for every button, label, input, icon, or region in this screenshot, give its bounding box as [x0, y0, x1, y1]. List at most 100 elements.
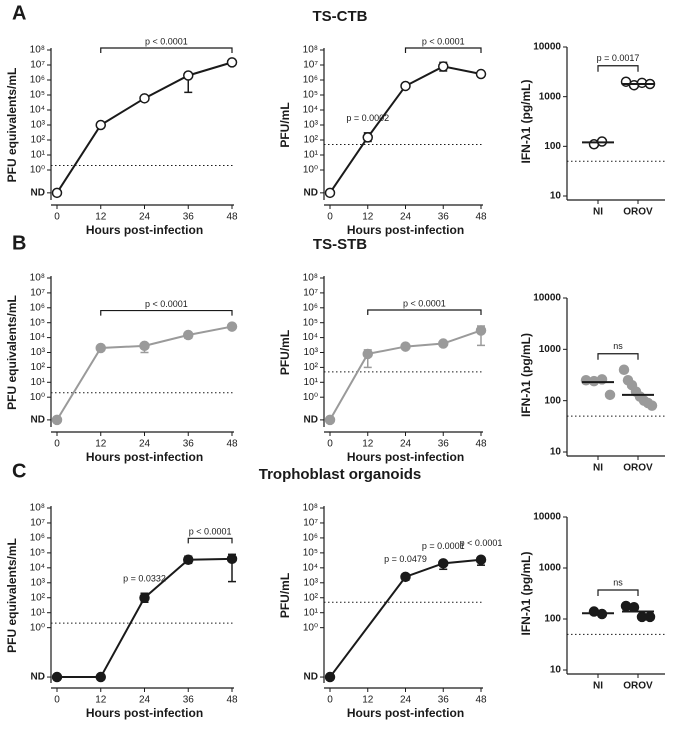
y-tick-label: 10⁶: [303, 302, 318, 313]
y-tick-label: 10⁰: [303, 622, 318, 633]
data-point: [475, 325, 487, 336]
bracket: [367, 309, 482, 316]
data-point: [644, 611, 656, 623]
y-tick-label: 10⁸: [30, 273, 45, 284]
x-tick-label: OROV: [623, 463, 653, 474]
data-point: [628, 601, 640, 613]
x-tick-label: OROV: [623, 681, 653, 692]
x-tick-label: 12: [362, 439, 374, 450]
panel-title: TS-STB: [313, 236, 367, 253]
series-line: [56, 61, 233, 194]
data-point: [604, 389, 616, 401]
data-point: [139, 592, 150, 604]
y-axis-label: PFU equivalents/mL: [5, 538, 19, 653]
data-point: [95, 671, 106, 683]
p-value: p < 0.0001: [422, 36, 465, 46]
data-point: [324, 671, 336, 683]
y-tick-label: 10⁰: [30, 392, 45, 403]
y-tick-label: 10⁵: [30, 317, 45, 328]
data-point: [475, 68, 487, 80]
y-tick-label: 10²: [304, 135, 319, 146]
y-tick-label: 10⁶: [30, 302, 45, 313]
y-tick-label: 10¹: [304, 607, 319, 618]
x-tick-label: 48: [475, 695, 487, 706]
p-value: ns: [613, 577, 623, 587]
y-tick-label: ND: [304, 672, 318, 683]
y-tick-label: 10¹: [304, 377, 319, 388]
x-axis-label: Hours post-infection: [86, 223, 203, 237]
data-point: [95, 119, 106, 131]
data-point: [226, 57, 238, 68]
y-tick-label: 10⁶: [30, 533, 45, 544]
y-axis-label: IFN-λ1 (pg/mL): [519, 552, 533, 636]
series-line: [56, 325, 233, 421]
y-tick-label: 10000: [533, 293, 561, 304]
p-value: p < 0.0001: [189, 527, 232, 537]
panel-title: Trophoblast organoids: [259, 466, 422, 483]
x-tick-label: 0: [327, 695, 333, 706]
y-tick-label: 10³: [304, 577, 319, 588]
p-value: p < 0.0001: [403, 298, 446, 308]
x-tick-label: 48: [475, 212, 487, 223]
y-tick-label: 10⁸: [30, 503, 45, 514]
bracket: [100, 47, 233, 53]
data-point: [95, 342, 106, 354]
x-tick-label: 24: [400, 695, 412, 706]
data-point: [400, 80, 411, 92]
x-tick-label: NI: [593, 207, 603, 218]
data-point: [226, 321, 238, 332]
p-value: p < 0.0001: [145, 36, 188, 46]
data-point: [400, 571, 411, 583]
y-tick-label: 1000: [539, 91, 562, 102]
y-tick-label: ND: [31, 187, 45, 198]
y-tick-label: 1000: [539, 563, 562, 574]
y-tick-label: 10⁴: [303, 105, 318, 116]
data-point: [324, 414, 336, 426]
x-tick-label: 36: [438, 212, 450, 223]
y-tick-label: ND: [31, 415, 45, 426]
y-tick-label: 10⁵: [303, 548, 318, 559]
y-tick-label: 10⁰: [30, 622, 45, 633]
data-point: [324, 187, 336, 199]
y-tick-label: 10⁸: [303, 45, 318, 56]
y-axis-label: PFU/mL: [278, 102, 292, 147]
data-point: [618, 364, 630, 376]
y-tick-label: 10000: [533, 42, 561, 53]
x-axis-label: Hours post-infection: [347, 223, 464, 237]
y-tick-label: 100: [544, 395, 561, 406]
bracket: [100, 309, 233, 316]
x-axis-label: Hours post-infection: [347, 450, 464, 464]
x-tick-label: 24: [139, 212, 151, 223]
y-axis-label: PFU equivalents/mL: [5, 68, 19, 183]
y-tick-label: 10²: [31, 135, 46, 146]
data-point: [183, 329, 194, 341]
x-tick-label: 36: [183, 212, 195, 223]
x-tick-label: 36: [438, 439, 450, 450]
y-axis-label: IFN-λ1 (pg/mL): [519, 80, 533, 164]
y-tick-label: 10⁶: [303, 533, 318, 544]
x-tick-label: 48: [226, 695, 238, 706]
x-tick-label: 12: [362, 212, 374, 223]
data-point: [438, 338, 449, 349]
y-tick-label: 10¹: [304, 150, 319, 161]
y-tick-label: 10⁵: [303, 317, 318, 328]
y-tick-label: 100: [544, 141, 561, 152]
y-tick-label: 10⁴: [303, 332, 318, 343]
x-tick-label: 12: [95, 212, 107, 223]
y-tick-label: 10⁷: [303, 60, 318, 71]
x-tick-label: 24: [139, 439, 151, 450]
x-tick-label: 36: [183, 439, 195, 450]
bracket: [404, 47, 482, 53]
x-tick-label: 24: [400, 212, 412, 223]
y-tick-label: 10⁸: [303, 503, 318, 514]
data-point: [183, 70, 194, 81]
p-value: p < 0.0001: [460, 538, 503, 548]
x-tick-label: 0: [54, 212, 60, 223]
data-point: [183, 554, 194, 565]
panel-title: TS-CTB: [313, 8, 368, 25]
y-tick-label: 10²: [304, 362, 319, 373]
y-axis-label: PFU/mL: [278, 330, 292, 375]
p-value: p < 0.0001: [145, 299, 188, 309]
panel-letter: C: [12, 460, 26, 482]
